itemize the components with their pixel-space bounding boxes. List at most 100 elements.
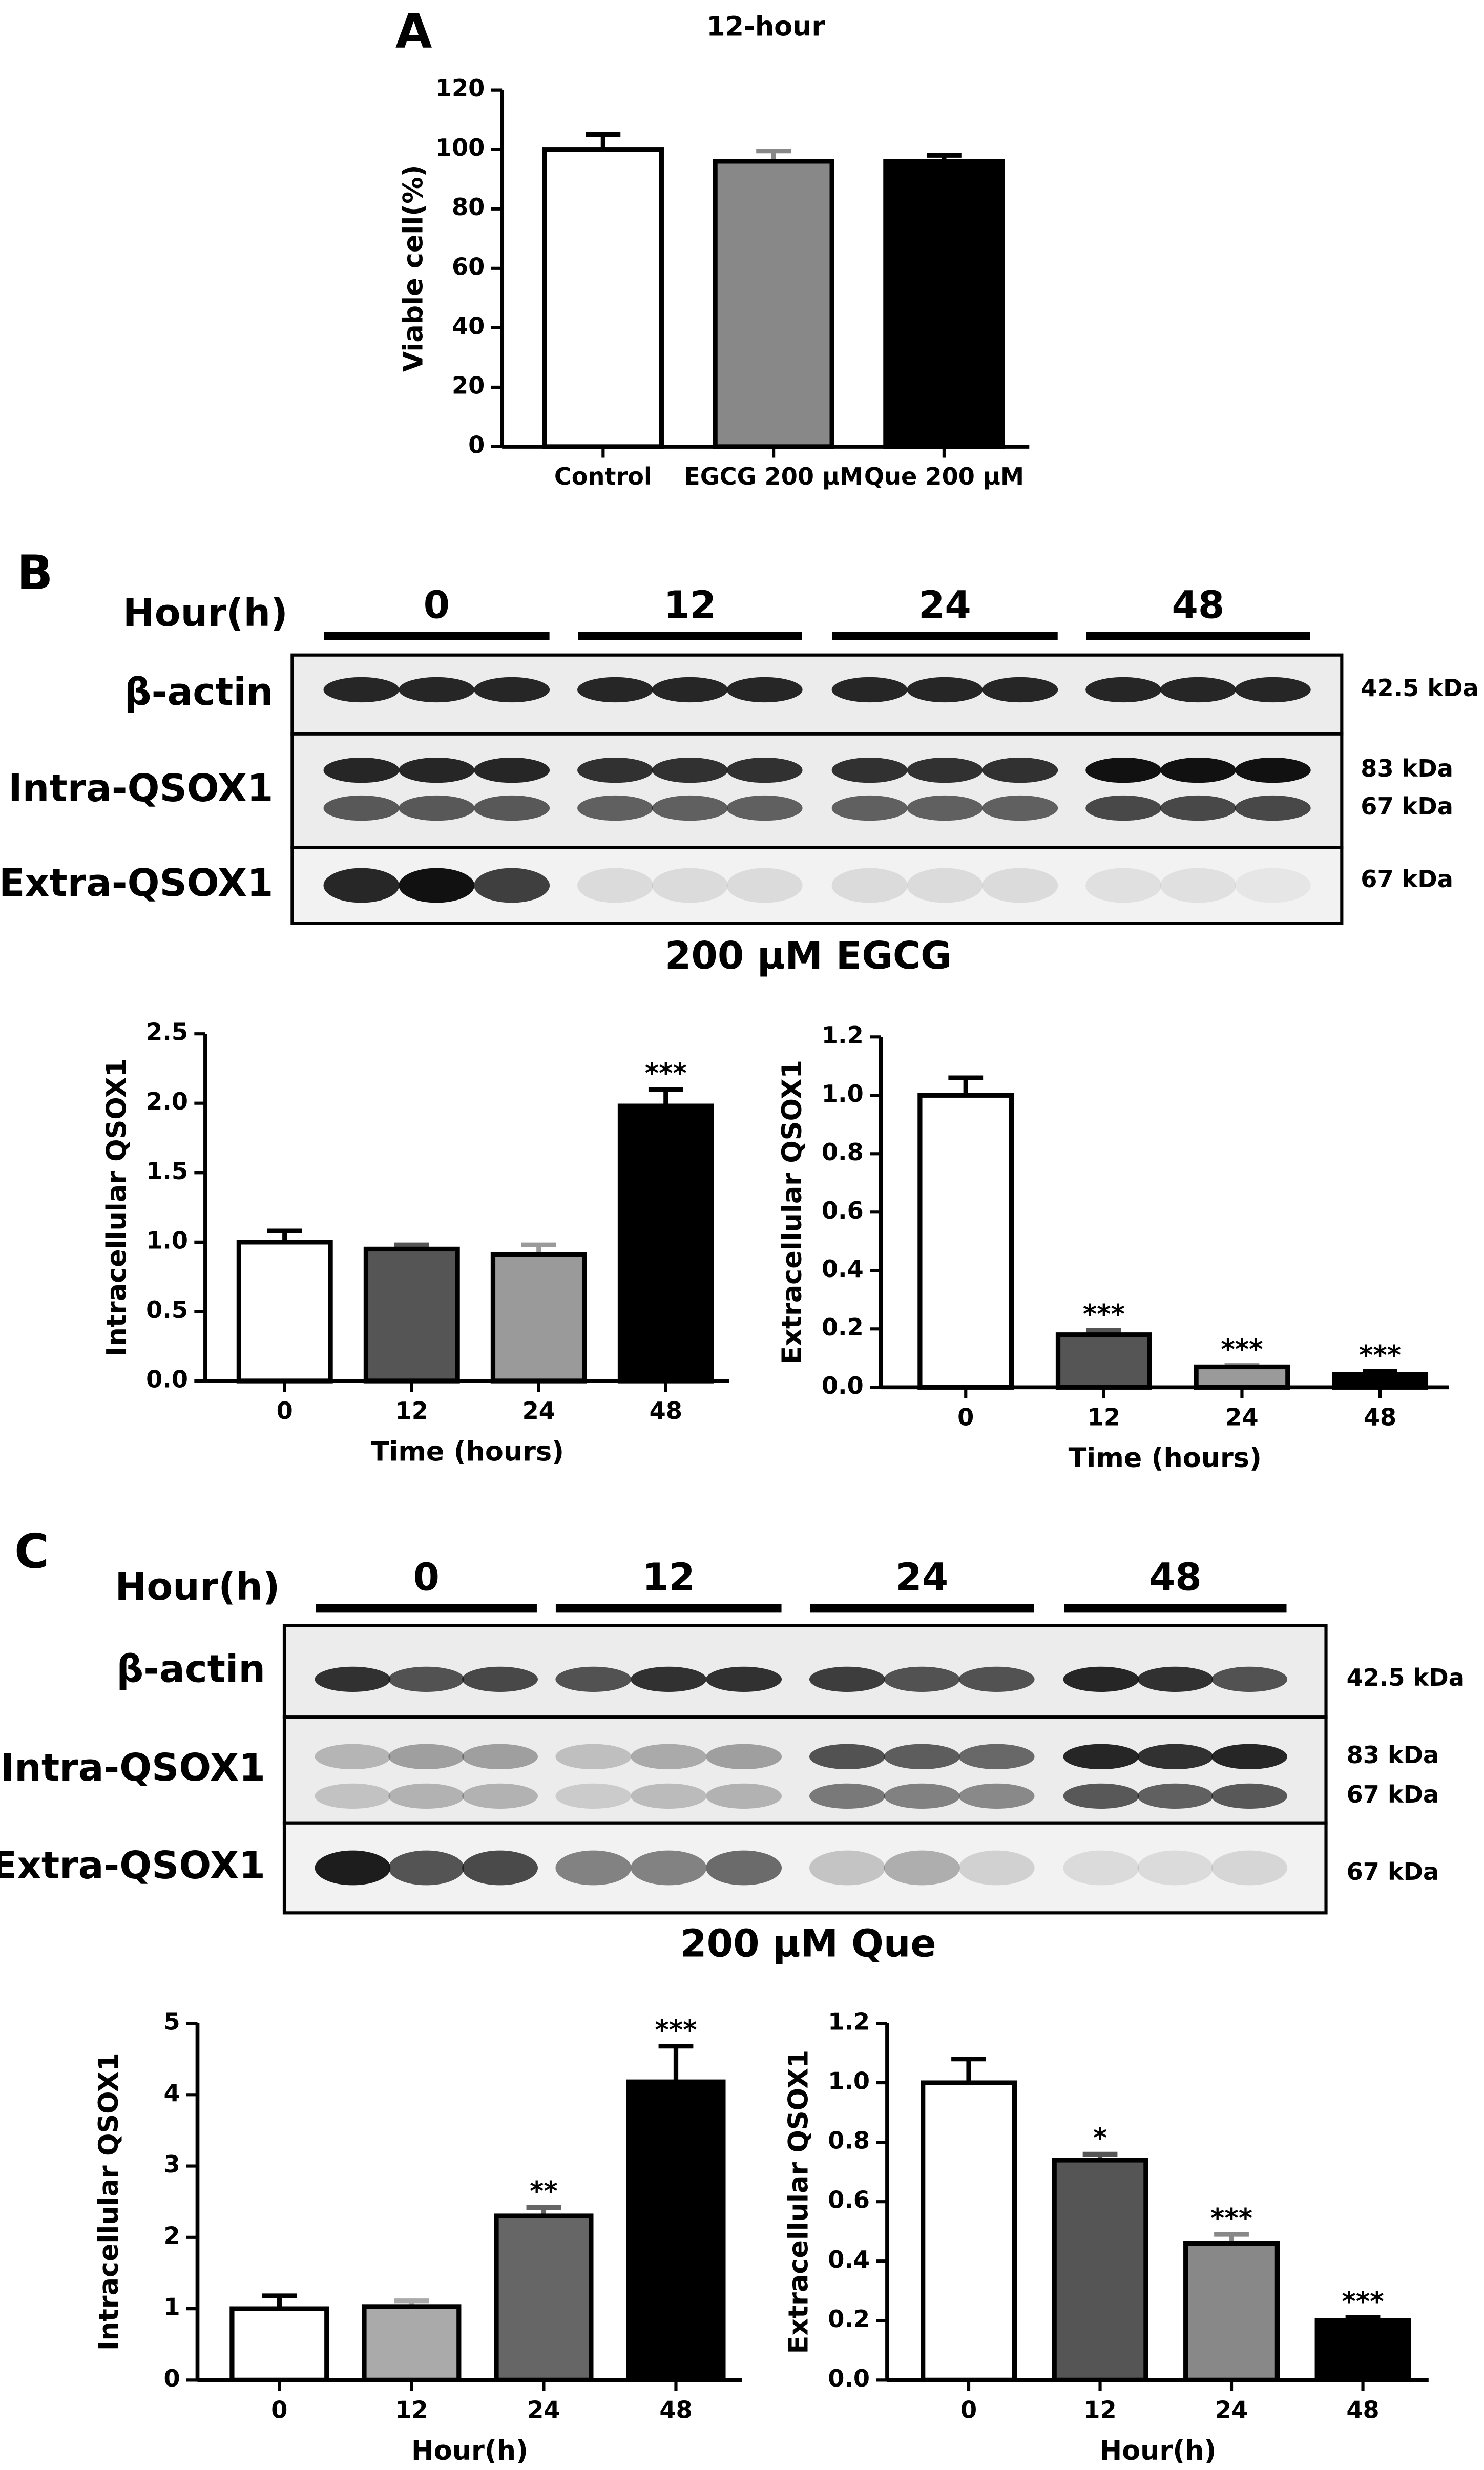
panel-label: B — [17, 545, 53, 600]
blot-band — [474, 795, 550, 821]
blot-caption: 200 μM Que — [680, 1922, 936, 1966]
blot-band — [399, 868, 475, 903]
blot-band — [1063, 1850, 1139, 1886]
bar — [494, 2213, 594, 2382]
blot-band — [982, 795, 1058, 821]
blot-band — [652, 795, 728, 821]
blot-band — [399, 677, 475, 703]
bar — [1055, 1332, 1152, 1390]
bar — [713, 159, 834, 449]
blot-band — [809, 1744, 885, 1769]
blot-band — [323, 757, 400, 783]
y-tick-label: 1.0 — [146, 1226, 188, 1254]
blot-band — [555, 1783, 632, 1809]
blot-band — [1137, 1744, 1214, 1769]
significance-label: *** — [655, 2015, 697, 2046]
blot-band — [726, 795, 803, 821]
blot-band — [1235, 868, 1311, 903]
x-tick-label: 12 — [395, 2396, 428, 2423]
bar — [1194, 1364, 1290, 1390]
row-label: Extra-QSOX1 — [0, 861, 273, 905]
blot-band — [706, 1783, 782, 1809]
blot-band — [706, 1850, 782, 1886]
kda-label: 67 kDa — [1347, 1781, 1439, 1808]
blot-band — [462, 1783, 538, 1809]
blot-band — [1211, 1850, 1288, 1886]
x-tick-label: 48 — [1346, 2396, 1379, 2423]
blot-band — [1160, 795, 1236, 821]
y-tick-label: 100 — [435, 134, 485, 161]
y-tick-label: 2 — [163, 2222, 180, 2249]
blot-band — [884, 1744, 960, 1769]
x-tick-label: 24 — [1215, 2396, 1248, 2423]
y-tick-label: 2.5 — [146, 1018, 188, 1046]
group-label: 24 — [918, 583, 971, 627]
blot-band — [907, 795, 983, 821]
blot-band — [1211, 1783, 1288, 1809]
significance-label: *** — [1359, 1339, 1401, 1371]
bar — [542, 147, 664, 449]
y-tick-label: 0.2 — [828, 2305, 870, 2333]
blot-band — [462, 1666, 538, 1692]
hour-label: Hour(h) — [123, 591, 288, 635]
blot-band — [706, 1744, 782, 1769]
y-tick-label: 0.0 — [828, 2364, 870, 2392]
y-tick-label: 0.6 — [822, 1197, 864, 1224]
panel-label: A — [395, 4, 432, 59]
blot-band — [462, 1850, 538, 1886]
y-tick-label: 0.0 — [146, 1366, 188, 1393]
blot-band — [462, 1744, 538, 1769]
blot-band — [1160, 677, 1236, 703]
blot-band — [388, 1666, 465, 1692]
x-tick-label: Que 200 μM — [864, 463, 1024, 490]
blot-band — [1211, 1666, 1288, 1692]
blot-band — [577, 868, 653, 903]
blot-band — [958, 1783, 1035, 1809]
hour-label: Hour(h) — [115, 1565, 280, 1609]
y-tick-label: 1.0 — [828, 2067, 870, 2095]
y-axis-label: Viable cell(%) — [398, 164, 429, 372]
blot-band — [315, 1666, 391, 1692]
blot-band — [652, 757, 728, 783]
blot-band — [555, 1744, 632, 1769]
bar — [1314, 2318, 1411, 2382]
y-tick-label: 0 — [468, 431, 485, 458]
group-label: 48 — [1172, 583, 1224, 627]
x-tick-label: 0 — [960, 2396, 977, 2423]
blot-band — [958, 1744, 1035, 1769]
kda-label: 83 kDa — [1347, 1741, 1439, 1769]
bar — [490, 1252, 587, 1384]
blot-band — [399, 757, 475, 783]
blot-band — [982, 677, 1058, 703]
x-tick-label: 48 — [650, 1397, 682, 1425]
blot-band — [907, 757, 983, 783]
kda-label: 42.5 kDa — [1361, 674, 1478, 702]
blot-band — [474, 868, 550, 903]
row-label: β-actin — [124, 670, 274, 714]
blot-band — [1085, 757, 1162, 783]
y-tick-label: 1 — [163, 2293, 180, 2321]
blot-band — [555, 1850, 632, 1886]
blot-band — [652, 868, 728, 903]
blot-band — [982, 757, 1058, 783]
blot-band — [809, 1666, 885, 1692]
y-tick-label: 0.8 — [822, 1138, 864, 1166]
x-tick-label: 0 — [271, 2396, 287, 2423]
blot-band — [631, 1850, 707, 1886]
blot-band — [323, 795, 400, 821]
x-axis-label: Time (hours) — [1069, 1442, 1262, 1474]
bar — [917, 1093, 1014, 1390]
row-label: β-actin — [116, 1647, 265, 1691]
blot-band — [1063, 1666, 1139, 1692]
blot-band — [1137, 1783, 1214, 1809]
y-tick-label: 40 — [452, 312, 485, 340]
bar — [1332, 1372, 1429, 1390]
blot-band — [831, 677, 908, 703]
blot-band — [958, 1666, 1035, 1692]
group-label: 48 — [1149, 1556, 1202, 1600]
y-axis-label: Extracellular QSOX1 — [783, 2049, 814, 2354]
x-tick-label: 48 — [659, 2396, 692, 2423]
blot-band — [831, 868, 908, 903]
blot-band — [577, 795, 653, 821]
x-tick-label: 24 — [527, 2396, 560, 2423]
